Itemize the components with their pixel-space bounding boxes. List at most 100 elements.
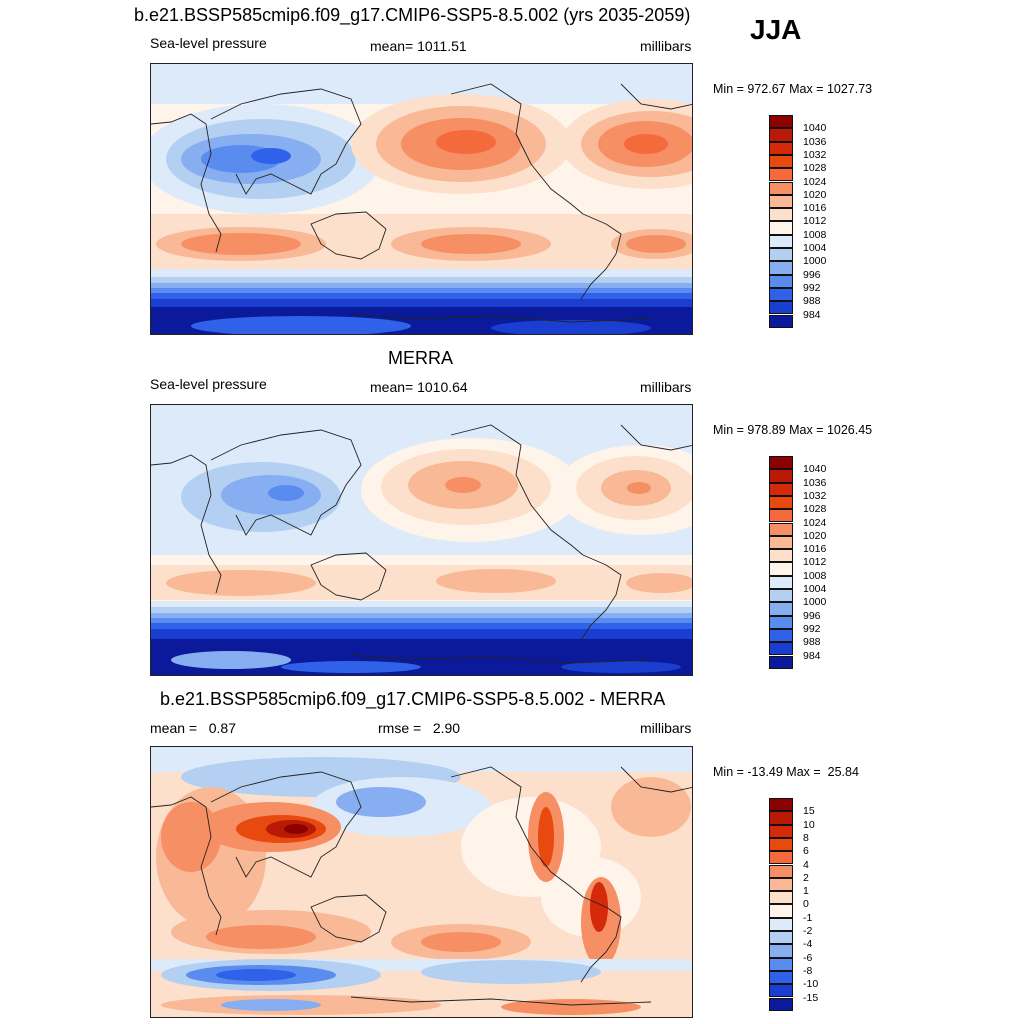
panel3-units-label: millibars [640,720,692,736]
colorbar-swatch [769,615,793,629]
colorbar-tick-label: 1000 [803,255,827,268]
colorbar-swatch [769,261,793,275]
colorbar-tick-label: 6 [803,845,809,858]
colorbar-tick-label: 992 [803,622,821,635]
colorbar-swatch [769,628,793,643]
colorbar-swatch [769,904,793,918]
colorbar-swatch [769,931,793,945]
panel2-map [150,404,693,676]
colorbar-swatch [769,509,793,523]
colorbar-tick-label: 1032 [803,489,827,502]
colorbar-tick-label: 1004 [803,583,827,595]
colorbar-swatch [769,314,793,328]
panel1-minmax: Min = 972.67 Max = 1027.73 [713,82,873,96]
colorbar-tick-label: -6 [803,951,813,964]
colorbar-tick-label: 1 [803,885,809,898]
colorbar-tick-label: 1028 [803,162,827,175]
panel2-variable-label: Sea-level pressure [150,376,267,392]
colorbar-swatch [769,589,793,603]
colorbar-tick-label: 1024 [803,175,827,188]
panel1-map-field [151,64,692,334]
colorbar-swatch [769,997,793,1011]
colorbar-swatch [769,891,793,905]
colorbar-tick-label: 1028 [803,503,827,516]
colorbar-swatch [769,456,793,470]
panel2-title: MERRA [388,348,454,368]
colorbar-tick-label: -10 [803,978,819,991]
colorbar-swatch [769,864,793,878]
colorbar-tick-label: 1040 [803,463,827,476]
colorbar-tick-label: -15 [803,991,819,1004]
colorbar-tick-label: 988 [803,636,821,649]
colorbar-swatch [769,301,793,315]
colorbar-tick-label: -2 [803,925,813,937]
colorbar-tick-label: 1012 [803,215,827,228]
colorbar-swatch [769,642,793,656]
colorbar-swatch [769,549,793,563]
colorbar-tick-label: 984 [803,308,821,321]
colorbar-tick-label: 1040 [803,122,827,135]
colorbar-swatch [769,535,793,550]
colorbar-swatch [769,984,793,998]
panel2-colorbar: 1040 1036 1032 1028 1024 1020 1016 1012 1008 1004… [769,456,859,670]
colorbar-swatch [769,208,793,222]
colorbar-swatch [769,168,793,182]
colorbar-tick-label: 0 [803,898,809,911]
colorbar-swatch [769,274,793,288]
panel3-title: b.e21.BSSP585cmip6.f09_g17.CMIP6-SSP5-8.… [160,689,666,709]
panel2-mean-label: mean= 1010.64 [370,379,468,395]
colorbar-tick-label: 4 [803,858,809,871]
panel3-mean-label: mean = 0.87 [150,720,237,736]
colorbar-tick-label: 1016 [803,202,827,215]
colorbar-swatch [769,575,793,589]
colorbar-swatch [769,798,793,812]
colorbar-tick-label: 1012 [803,556,827,569]
panel2-map-field [151,405,692,675]
panel3-rmse-label: rmse = 2.90 [378,720,461,736]
colorbar-tick-label: 1000 [803,596,827,609]
colorbar-swatch [769,957,793,971]
colorbar-swatch [769,655,793,669]
panel1-map [150,63,693,335]
colorbar-tick-label: 1008 [803,228,827,241]
colorbar-tick-label: 992 [803,281,821,294]
colorbar-swatch [769,482,793,496]
panel3-map-field [151,747,692,1017]
colorbar-tick-label: 10 [803,818,815,831]
colorbar-swatch [769,562,793,576]
colorbar-swatch [769,970,793,985]
panel1-units-label: millibars [640,38,692,54]
colorbar-tick-label: 1020 [803,188,827,201]
colorbar-tick-label: -1 [803,911,813,924]
colorbar-tick-label: 996 [803,268,821,281]
colorbar-tick-label: 984 [803,649,821,662]
colorbar-tick-label: 2 [803,871,809,884]
colorbar-swatch [769,287,793,302]
colorbar-tick-label: 15 [803,805,815,818]
colorbar-swatch [769,194,793,209]
colorbar-tick-label: 1024 [803,516,827,529]
panel3-colorbar: 15 10 8 6 4 2 1 0 -1 -2 -4 -6 -8 -10 -15 [769,798,859,1012]
colorbar-tick-label: 8 [803,831,809,844]
colorbar-swatch [769,181,793,195]
colorbar-tick-label: 1036 [803,476,827,489]
colorbar-swatch [769,234,793,248]
colorbar-tick-label: -4 [803,938,813,951]
panel2-units-label: millibars [640,379,692,395]
colorbar-tick-label: -8 [803,964,813,977]
colorbar-swatch [769,944,793,958]
colorbar-tick-label: 1016 [803,543,827,556]
panel1-mean-label: mean= 1011.51 [370,38,467,54]
colorbar-tick-label: 1020 [803,529,827,542]
colorbar-tick-label: 1008 [803,569,827,582]
panel3-map [150,746,693,1018]
colorbar-swatch [769,128,793,142]
panel1-variable-label: Sea-level pressure [150,35,267,51]
colorbar-swatch [769,811,793,825]
panel1-colorbar: 1040 1036 1032 1028 1024 1020 1016 1012 1008 1004… [769,115,859,329]
colorbar-swatch [769,248,793,262]
colorbar-swatch [769,824,793,838]
colorbar-swatch [769,141,793,155]
colorbar-swatch [769,221,793,235]
colorbar-swatch [769,877,793,892]
